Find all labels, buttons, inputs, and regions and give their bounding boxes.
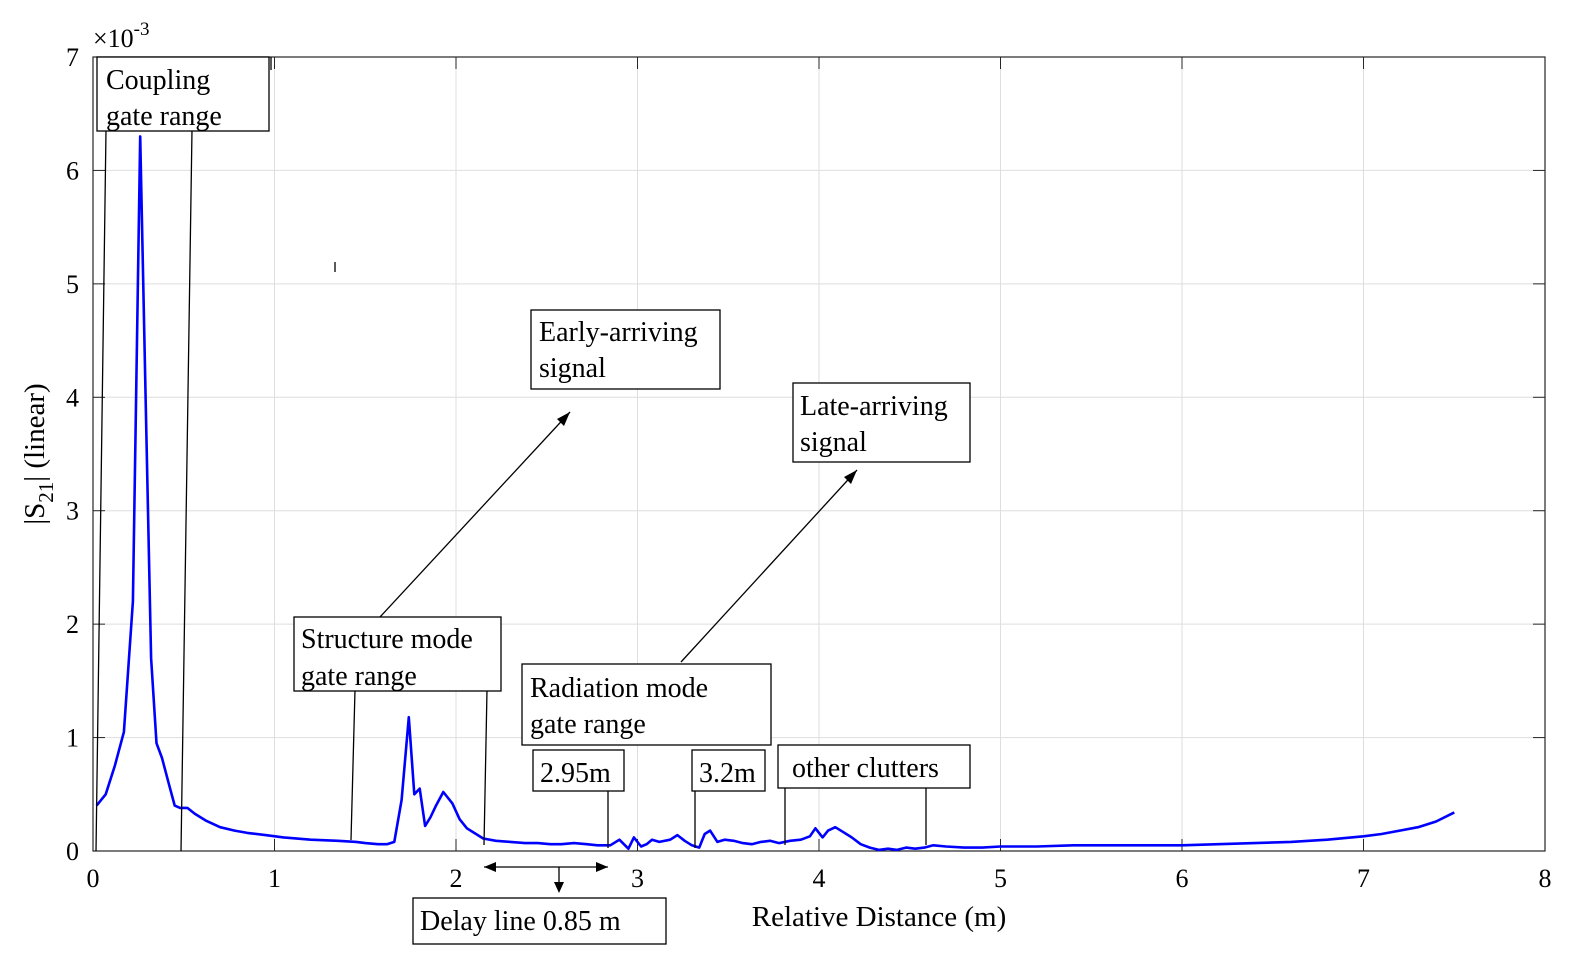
delay-pointer-head (554, 882, 564, 893)
y-axis-label: |S21| (linear) (19, 383, 58, 524)
radiation-label-line1: Radiation mode (530, 673, 708, 704)
y-exponent-label: ×10-3 (93, 19, 150, 53)
annotation-295: 2.95m (532, 749, 625, 792)
x-tick-label: 0 (87, 864, 100, 893)
annotation-delay: Delay line 0.85 m (412, 897, 667, 945)
structure-gate-right-line (483, 689, 488, 846)
marker-295-box (532, 749, 625, 792)
annotation-radiation: Radiation mode gate range (521, 663, 772, 746)
delay-span-right-head (596, 862, 608, 872)
structure-box (293, 616, 502, 692)
radiation-label-line2: gate range (530, 709, 646, 740)
x-axis-label: Relative Distance (m) (752, 901, 1006, 933)
x-tick-label: 4 (813, 864, 826, 893)
annotation-clutters: other clutters (777, 744, 971, 789)
radiation-box (521, 663, 772, 746)
y-tick-label: 3 (66, 497, 79, 526)
x-tick-label: 3 (631, 864, 644, 893)
marker-32-box (691, 749, 766, 792)
coupling-gate-right-line (180, 129, 193, 852)
clutters-label: other clutters (792, 753, 939, 784)
early-arrow-head (557, 412, 570, 426)
structure-label-line1: Structure mode (301, 624, 473, 655)
early-arrow-line (379, 411, 571, 618)
coupling-label-line2: gate range (106, 101, 222, 132)
y-tick-label: 6 (66, 156, 79, 185)
delay-span-left-head (484, 862, 496, 872)
late-box (792, 382, 971, 463)
annotation-early: Early-arriving signal (530, 309, 721, 390)
y-tick-label: 2 (66, 610, 79, 639)
x-tick-label: 2 (450, 864, 463, 893)
early-label-line1: Early-arriving (539, 317, 698, 348)
annotation-structure: Structure mode gate range (293, 616, 502, 692)
delay-box (412, 897, 667, 945)
annotation-32: 3.2m (691, 749, 766, 792)
annotation-lines (95, 57, 927, 893)
late-label-line2: signal (800, 427, 867, 458)
y-tick-label: 4 (66, 383, 79, 412)
marker-295-label: 2.95m (540, 758, 611, 789)
structure-label-line2: gate range (301, 661, 417, 692)
y-tick-label: 5 (66, 270, 79, 299)
x-tick-label: 5 (994, 864, 1007, 893)
x-tick-label: 6 (1176, 864, 1189, 893)
x-tick-label: 1 (268, 864, 281, 893)
annotation-coupling: Coupling gate range (96, 56, 270, 132)
late-label-line1: Late-arriving (800, 391, 948, 422)
series-group (95, 135, 1455, 852)
y-tick-label: 7 (66, 43, 79, 72)
delay-label: Delay line 0.85 m (420, 906, 621, 937)
coupling-label-line1: Coupling (106, 65, 210, 96)
axis-ticks: 0 1 2 3 4 5 6 7 8 0 1 2 3 4 5 6 7 (66, 43, 1552, 893)
x-tick-label: 7 (1357, 864, 1370, 893)
coupling-box (96, 56, 270, 132)
structure-gate-left-line (350, 689, 356, 841)
y-tick-label: 0 (66, 837, 79, 866)
clutters-box (777, 744, 971, 789)
late-arrow-head (844, 470, 857, 484)
early-box (530, 309, 721, 390)
coupling-gate-left-line (95, 129, 107, 852)
y-tick-label: 1 (66, 724, 79, 753)
early-label-line2: signal (539, 353, 606, 384)
annotation-late: Late-arriving signal (792, 382, 971, 463)
marker-32-label: 3.2m (699, 758, 756, 789)
x-tick-label: 8 (1539, 864, 1552, 893)
series-line (95, 135, 1455, 852)
late-arrow-line (680, 469, 858, 663)
